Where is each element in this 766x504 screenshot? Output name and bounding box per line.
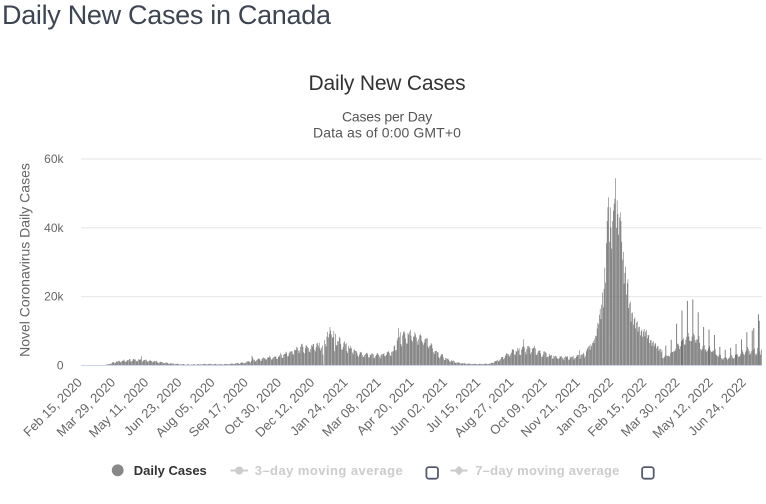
- svg-text:60k: 60k: [44, 152, 64, 166]
- svg-text:Novel Coronavirus Daily Cases: Novel Coronavirus Daily Cases: [17, 163, 33, 357]
- svg-text:7–day moving average: 7–day moving average: [475, 463, 619, 478]
- svg-text:Daily New Cases in Canada: Daily New Cases in Canada: [2, 0, 332, 30]
- svg-text:Data as of 0:00 GMT+0: Data as of 0:00 GMT+0: [313, 125, 461, 141]
- svg-text:40k: 40k: [44, 221, 64, 235]
- svg-text:0: 0: [57, 359, 64, 373]
- svg-text:3–day moving average: 3–day moving average: [255, 463, 403, 478]
- svg-text:20k: 20k: [44, 290, 64, 304]
- svg-text:Cases per Day: Cases per Day: [342, 109, 432, 125]
- svg-text:Daily Cases: Daily Cases: [134, 463, 207, 478]
- svg-text:Daily New Cases: Daily New Cases: [309, 72, 466, 95]
